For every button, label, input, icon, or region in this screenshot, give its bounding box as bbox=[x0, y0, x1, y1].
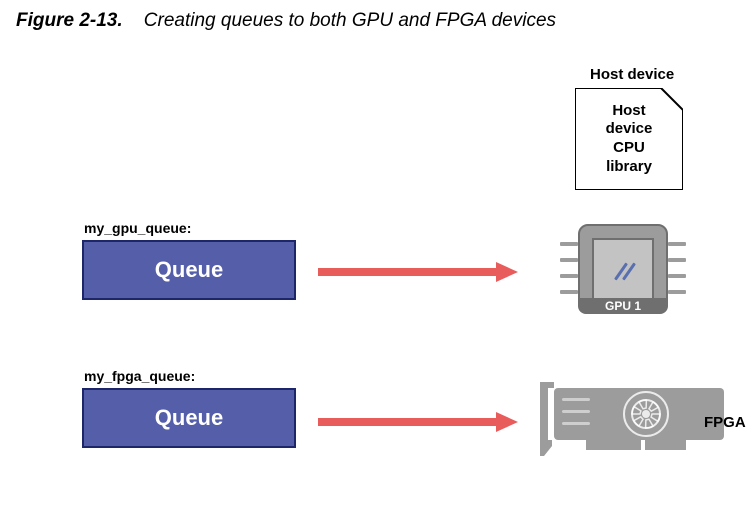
gpu-pin bbox=[668, 242, 686, 246]
host-device-box: HostdeviceCPUlibrary bbox=[575, 88, 683, 190]
host-device-label: Host device bbox=[590, 66, 674, 83]
gpu-pin bbox=[668, 274, 686, 278]
fpga-device bbox=[538, 382, 726, 456]
host-box-text: HostdeviceCPUlibrary bbox=[575, 88, 683, 190]
gpu-pin bbox=[668, 258, 686, 262]
gpu-pin bbox=[560, 242, 578, 246]
gpu-pin bbox=[560, 258, 578, 262]
gpu-pin bbox=[560, 274, 578, 278]
fpga-queue-text: Queue bbox=[155, 405, 223, 431]
fpga-card-icon bbox=[538, 382, 726, 456]
fpga-queue-label: my_fpga_queue: bbox=[84, 368, 195, 384]
gpu-label: GPU 1 bbox=[578, 298, 668, 314]
fpga-label: FPGA bbox=[704, 414, 746, 431]
gpu-inner bbox=[592, 238, 654, 300]
figure-title: Creating queues to both GPU and FPGA dev… bbox=[144, 10, 556, 31]
arrow-gpu bbox=[318, 260, 520, 284]
gpu-pin bbox=[668, 290, 686, 294]
fpga-queue-box: Queue bbox=[82, 388, 296, 448]
gpu-device: GPU 1 bbox=[560, 224, 686, 330]
figure-caption: Figure 2-13. Creating queues to both GPU… bbox=[16, 10, 556, 32]
figure-number: Figure 2-13. bbox=[16, 10, 123, 31]
gpu-queue-box: Queue bbox=[82, 240, 296, 300]
gpu-queue-text: Queue bbox=[155, 257, 223, 283]
gpu-pin bbox=[560, 290, 578, 294]
gpu-queue-label: my_gpu_queue: bbox=[84, 220, 191, 236]
arrow-fpga bbox=[318, 410, 520, 434]
